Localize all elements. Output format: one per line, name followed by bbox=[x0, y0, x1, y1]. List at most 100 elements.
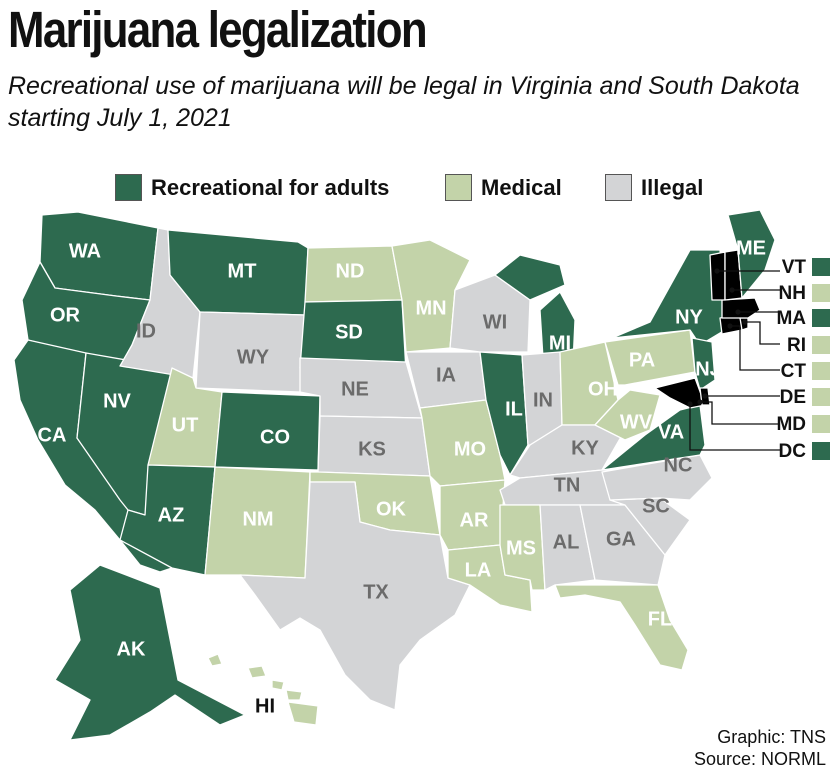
callout-dot-MA bbox=[735, 309, 741, 315]
state-GA bbox=[579, 504, 666, 586]
state-label-VA: VA bbox=[658, 421, 684, 443]
state-NJ bbox=[691, 337, 716, 391]
state-MA bbox=[721, 297, 761, 319]
state-label-LA: LA bbox=[465, 559, 492, 581]
callout-label-VT: VT bbox=[782, 257, 807, 278]
state-label-NM: NM bbox=[242, 508, 273, 530]
state-label-SD: SD bbox=[335, 321, 363, 343]
state-label-AL: AL bbox=[553, 531, 580, 553]
state-label-IA: IA bbox=[436, 364, 456, 386]
state-MI-upper bbox=[494, 254, 566, 301]
page-title: Marijuana legalization bbox=[8, 1, 428, 58]
state-VT bbox=[709, 251, 726, 301]
callout-dot-DC bbox=[687, 401, 693, 407]
state-label-GA: GA bbox=[606, 528, 636, 550]
callout-dot-DE bbox=[702, 393, 708, 399]
state-labels: WA OR CA NV ID MT WY UT CO AZ NM ND SD N… bbox=[38, 237, 766, 717]
callout-line-DC bbox=[689, 404, 780, 451]
callout-label-MA: MA bbox=[776, 308, 806, 329]
legend-label-illegal: Illegal bbox=[641, 175, 704, 200]
state-HI-3 bbox=[271, 679, 285, 691]
callout-swatch-DE bbox=[812, 388, 830, 406]
callout-label-DE: DE bbox=[780, 387, 806, 408]
legend-swatch-illegal bbox=[605, 174, 632, 201]
state-label-AK: AK bbox=[117, 638, 146, 660]
state-label-IL: IL bbox=[505, 398, 523, 420]
credit-graphic: Graphic: TNS bbox=[717, 727, 826, 747]
state-label-CO: CO bbox=[260, 426, 290, 448]
state-AK bbox=[54, 564, 246, 741]
state-label-FL: FL bbox=[648, 608, 672, 630]
state-FL bbox=[554, 584, 689, 671]
state-AL bbox=[539, 504, 596, 591]
state-ME bbox=[727, 209, 776, 299]
state-label-WA: WA bbox=[69, 240, 101, 262]
state-label-PA: PA bbox=[629, 349, 655, 371]
state-label-ND: ND bbox=[336, 260, 365, 282]
callout-label-CT: CT bbox=[781, 361, 807, 382]
callout-dot-VT bbox=[714, 268, 720, 274]
callout-swatch-NH bbox=[812, 284, 830, 302]
state-label-MT: MT bbox=[228, 260, 257, 282]
state-label-NE: NE bbox=[341, 378, 369, 400]
state-label-MO: MO bbox=[454, 438, 486, 460]
state-label-SC: SC bbox=[642, 495, 670, 517]
state-label-ID: ID bbox=[136, 320, 156, 342]
state-NY bbox=[611, 249, 726, 346]
callout-line-RI bbox=[745, 321, 780, 345]
callout-dot-MD bbox=[697, 399, 703, 405]
state-label-OR: OR bbox=[50, 304, 81, 326]
state-label-MI: MI bbox=[549, 332, 571, 354]
callout-label-NH: NH bbox=[779, 283, 806, 304]
callout-label-DC: DC bbox=[779, 441, 807, 462]
callout-dot-CT bbox=[727, 323, 733, 329]
state-MD bbox=[654, 377, 706, 409]
state-shapes bbox=[13, 209, 776, 741]
state-label-OH: OH bbox=[588, 378, 618, 400]
state-label-WI: WI bbox=[483, 311, 507, 333]
state-HI-1 bbox=[207, 653, 223, 667]
state-HI-4 bbox=[285, 689, 303, 701]
state-label-KS: KS bbox=[358, 438, 386, 460]
legend-swatch-medical bbox=[445, 174, 472, 201]
state-label-AZ: AZ bbox=[158, 504, 185, 526]
callout-swatch-CT bbox=[812, 362, 830, 380]
state-label-MS: MS bbox=[506, 537, 536, 559]
state-label-KY: KY bbox=[571, 437, 599, 459]
callout-line-MD bbox=[700, 401, 780, 425]
callout-swatch-VT bbox=[812, 258, 830, 276]
state-label-MN: MN bbox=[415, 297, 446, 319]
callout-label-RI: RI bbox=[787, 335, 806, 356]
state-label-WV: WV bbox=[620, 411, 653, 433]
subtitle: Recreational use of marijuana will be le… bbox=[8, 72, 800, 132]
state-label-IN: IN bbox=[533, 389, 553, 411]
state-label-OK: OK bbox=[376, 498, 407, 520]
state-TX bbox=[239, 481, 471, 711]
callout-label-MD: MD bbox=[776, 414, 806, 435]
state-label-CA: CA bbox=[38, 424, 67, 446]
legend-label-medical: Medical bbox=[481, 175, 562, 200]
state-WV bbox=[594, 389, 661, 441]
callout-line-CT bbox=[730, 325, 780, 371]
callout-dot-NH bbox=[729, 287, 735, 293]
state-label-TN: TN bbox=[554, 474, 581, 496]
state-label-NV: NV bbox=[103, 390, 131, 412]
callout-swatch-MA bbox=[812, 309, 830, 327]
state-label-NC: NC bbox=[664, 454, 693, 476]
state-label-UT: UT bbox=[172, 414, 199, 436]
legend-swatch-recreational bbox=[115, 174, 142, 201]
state-label-ME: ME bbox=[736, 237, 766, 259]
state-HI-5 bbox=[287, 701, 319, 726]
state-label-TX: TX bbox=[363, 581, 389, 603]
state-label-HI: HI bbox=[255, 695, 275, 717]
legend-label-recreational: Recreational for adults bbox=[151, 175, 390, 200]
callout-swatch-RI bbox=[812, 336, 830, 354]
state-label-NJ: NJ bbox=[695, 358, 721, 380]
callout-swatch-MD bbox=[812, 415, 830, 433]
state-label-WY: WY bbox=[237, 346, 270, 368]
state-label-AR: AR bbox=[460, 509, 489, 531]
state-label-NY: NY bbox=[675, 306, 703, 328]
northeast-callouts: VT NH MA RI CT DE MD DC bbox=[687, 257, 830, 462]
